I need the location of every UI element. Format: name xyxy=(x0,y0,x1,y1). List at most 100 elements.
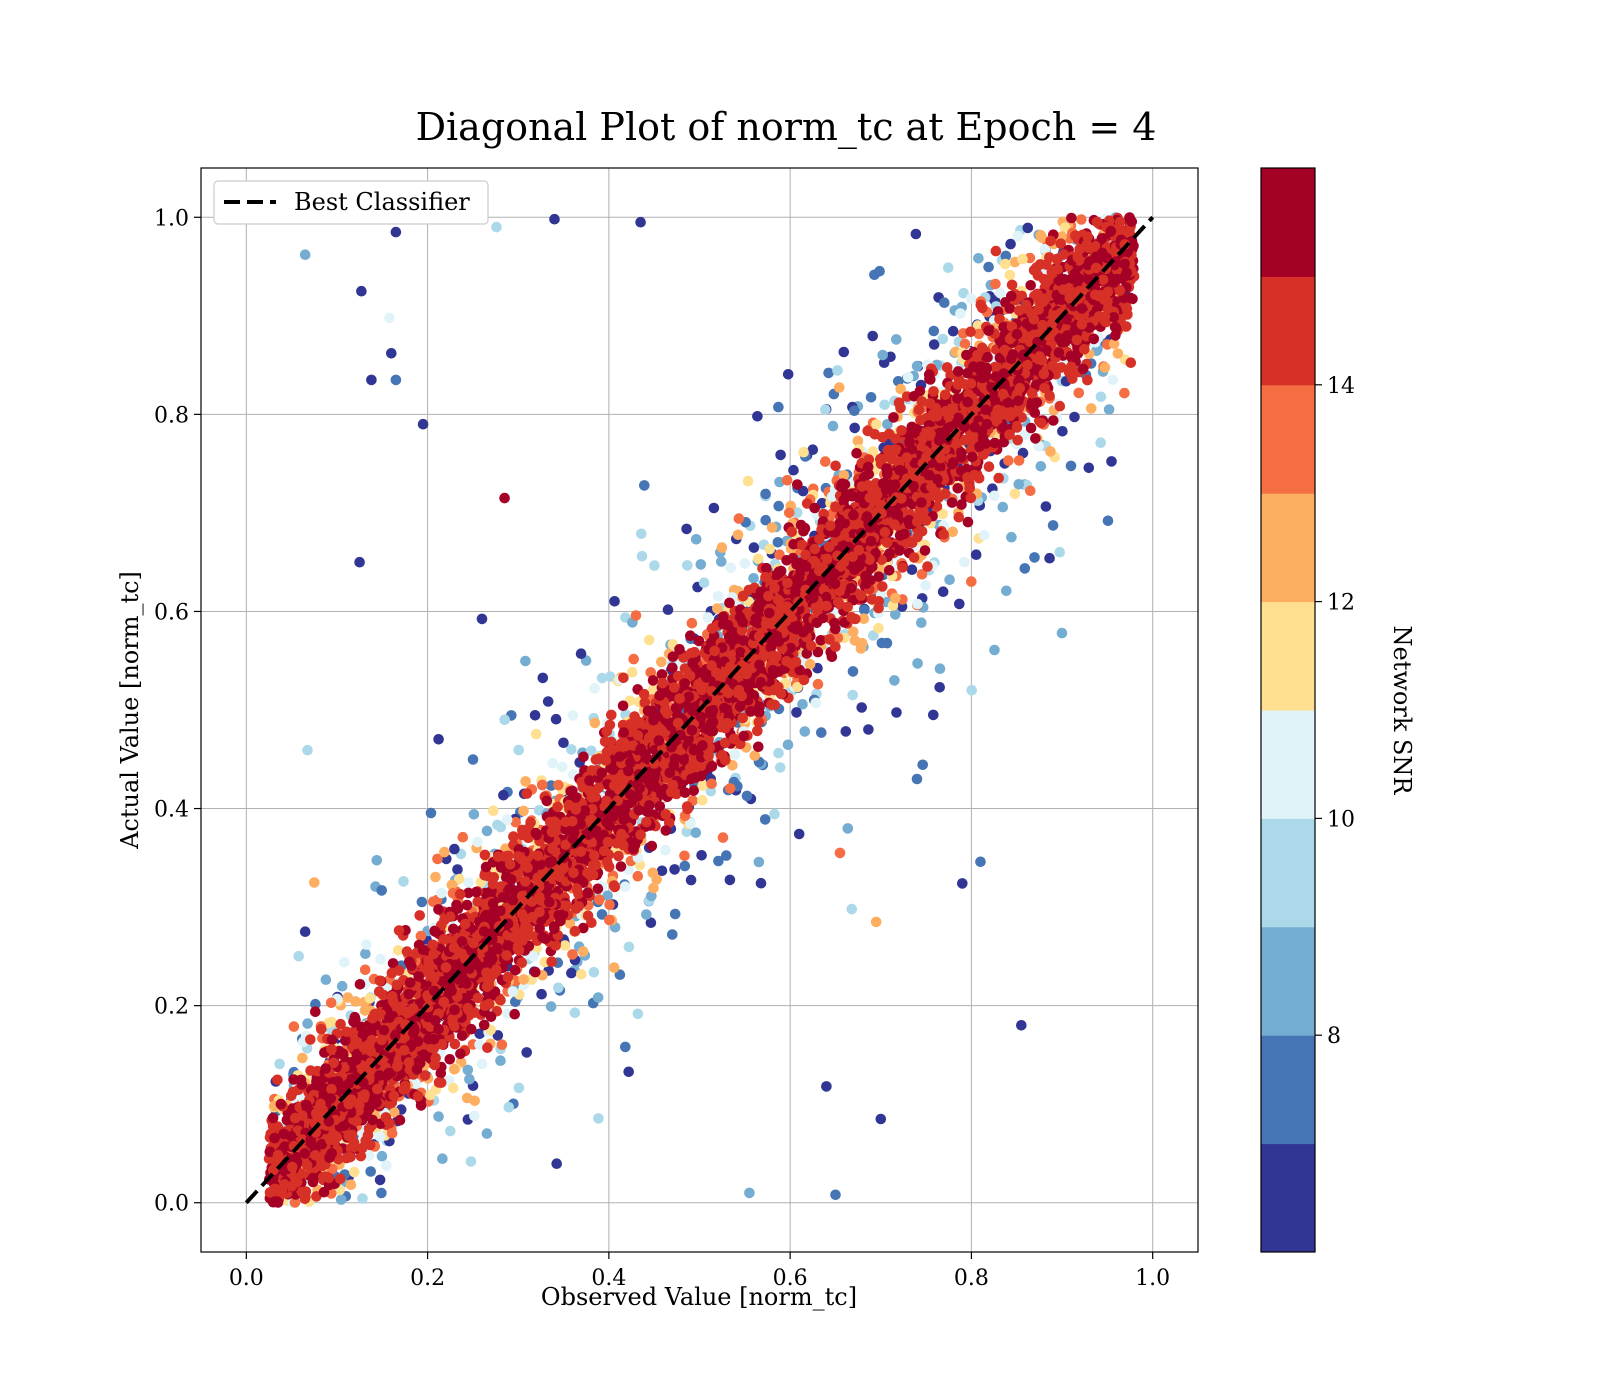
data-point xyxy=(959,338,971,350)
data-point xyxy=(297,1052,308,1064)
data-point xyxy=(432,853,443,865)
data-point xyxy=(1059,222,1071,233)
data-point xyxy=(335,1194,347,1205)
data-point xyxy=(858,613,870,624)
data-point xyxy=(559,940,571,951)
data-point xyxy=(847,689,858,701)
data-point xyxy=(788,464,799,476)
data-point xyxy=(970,549,982,560)
data-point xyxy=(1035,461,1047,472)
data-point xyxy=(586,745,597,757)
data-point xyxy=(636,550,648,562)
data-point xyxy=(827,420,839,432)
data-point xyxy=(791,707,802,718)
data-point xyxy=(695,559,707,570)
data-point xyxy=(1025,280,1036,291)
data-point xyxy=(947,526,958,538)
data-point xyxy=(941,362,953,373)
data-point xyxy=(962,367,973,379)
data-point xyxy=(712,590,724,602)
data-point xyxy=(552,801,563,813)
data-point xyxy=(928,386,939,397)
data-point xyxy=(645,917,657,928)
data-point xyxy=(773,401,784,413)
data-point xyxy=(849,405,860,417)
data-point xyxy=(947,325,959,337)
data-point xyxy=(507,986,519,997)
data-point xyxy=(498,789,509,801)
data-point xyxy=(1069,411,1080,423)
data-point xyxy=(537,672,549,684)
data-point xyxy=(725,562,736,574)
data-point xyxy=(869,269,880,281)
data-point xyxy=(997,501,1009,513)
data-point xyxy=(288,1021,300,1032)
data-point xyxy=(529,710,541,721)
data-point xyxy=(916,617,927,628)
data-point xyxy=(289,1197,301,1208)
data-point xyxy=(310,1006,321,1017)
data-point xyxy=(867,446,879,457)
data-point xyxy=(792,681,803,693)
data-point xyxy=(902,372,914,383)
data-point xyxy=(518,805,529,817)
data-point xyxy=(879,399,890,411)
data-point xyxy=(979,529,990,541)
data-point xyxy=(888,412,899,423)
data-point xyxy=(1112,348,1124,359)
data-point xyxy=(807,444,819,456)
data-point xyxy=(1006,531,1017,543)
data-point xyxy=(954,598,965,610)
data-point xyxy=(425,1089,436,1101)
data-point xyxy=(959,556,970,568)
data-point xyxy=(942,262,954,274)
data-point xyxy=(635,829,646,840)
data-point xyxy=(359,964,371,976)
data-point xyxy=(766,522,778,533)
data-point xyxy=(724,874,736,886)
data-point xyxy=(862,425,873,437)
data-point xyxy=(916,569,928,580)
data-point xyxy=(944,574,955,585)
data-point xyxy=(1085,403,1097,414)
data-point xyxy=(454,873,465,885)
data-point xyxy=(1073,387,1085,399)
data-point xyxy=(798,674,810,686)
data-point xyxy=(820,404,831,415)
data-point xyxy=(989,644,1000,656)
data-point xyxy=(360,948,371,959)
data-point xyxy=(401,946,413,957)
data-point xyxy=(619,881,631,892)
data-point xyxy=(781,475,793,486)
data-point xyxy=(479,870,491,881)
data-point xyxy=(702,612,714,623)
data-point xyxy=(1108,338,1120,350)
data-point xyxy=(274,1058,285,1070)
data-point xyxy=(495,821,507,833)
data-point xyxy=(739,558,751,569)
data-point xyxy=(782,739,794,751)
data-point xyxy=(499,714,511,726)
data-point xyxy=(669,908,681,920)
data-point xyxy=(354,979,366,990)
data-point xyxy=(717,832,729,843)
data-point xyxy=(674,644,685,655)
data-point xyxy=(796,539,808,551)
data-point xyxy=(389,1106,400,1118)
data-point xyxy=(897,562,908,573)
data-point xyxy=(550,713,562,725)
data-point xyxy=(656,865,668,877)
data-point xyxy=(1055,238,1067,249)
data-point xyxy=(928,339,940,350)
data-point xyxy=(445,1125,456,1137)
data-point xyxy=(760,488,771,500)
data-point xyxy=(827,491,838,502)
data-point xyxy=(660,844,671,856)
data-point xyxy=(823,367,834,379)
data-point xyxy=(834,382,845,393)
data-point xyxy=(804,658,816,670)
data-point xyxy=(345,1179,357,1190)
data-point xyxy=(364,1150,375,1161)
data-point xyxy=(465,1156,477,1167)
data-point xyxy=(476,1058,488,1070)
